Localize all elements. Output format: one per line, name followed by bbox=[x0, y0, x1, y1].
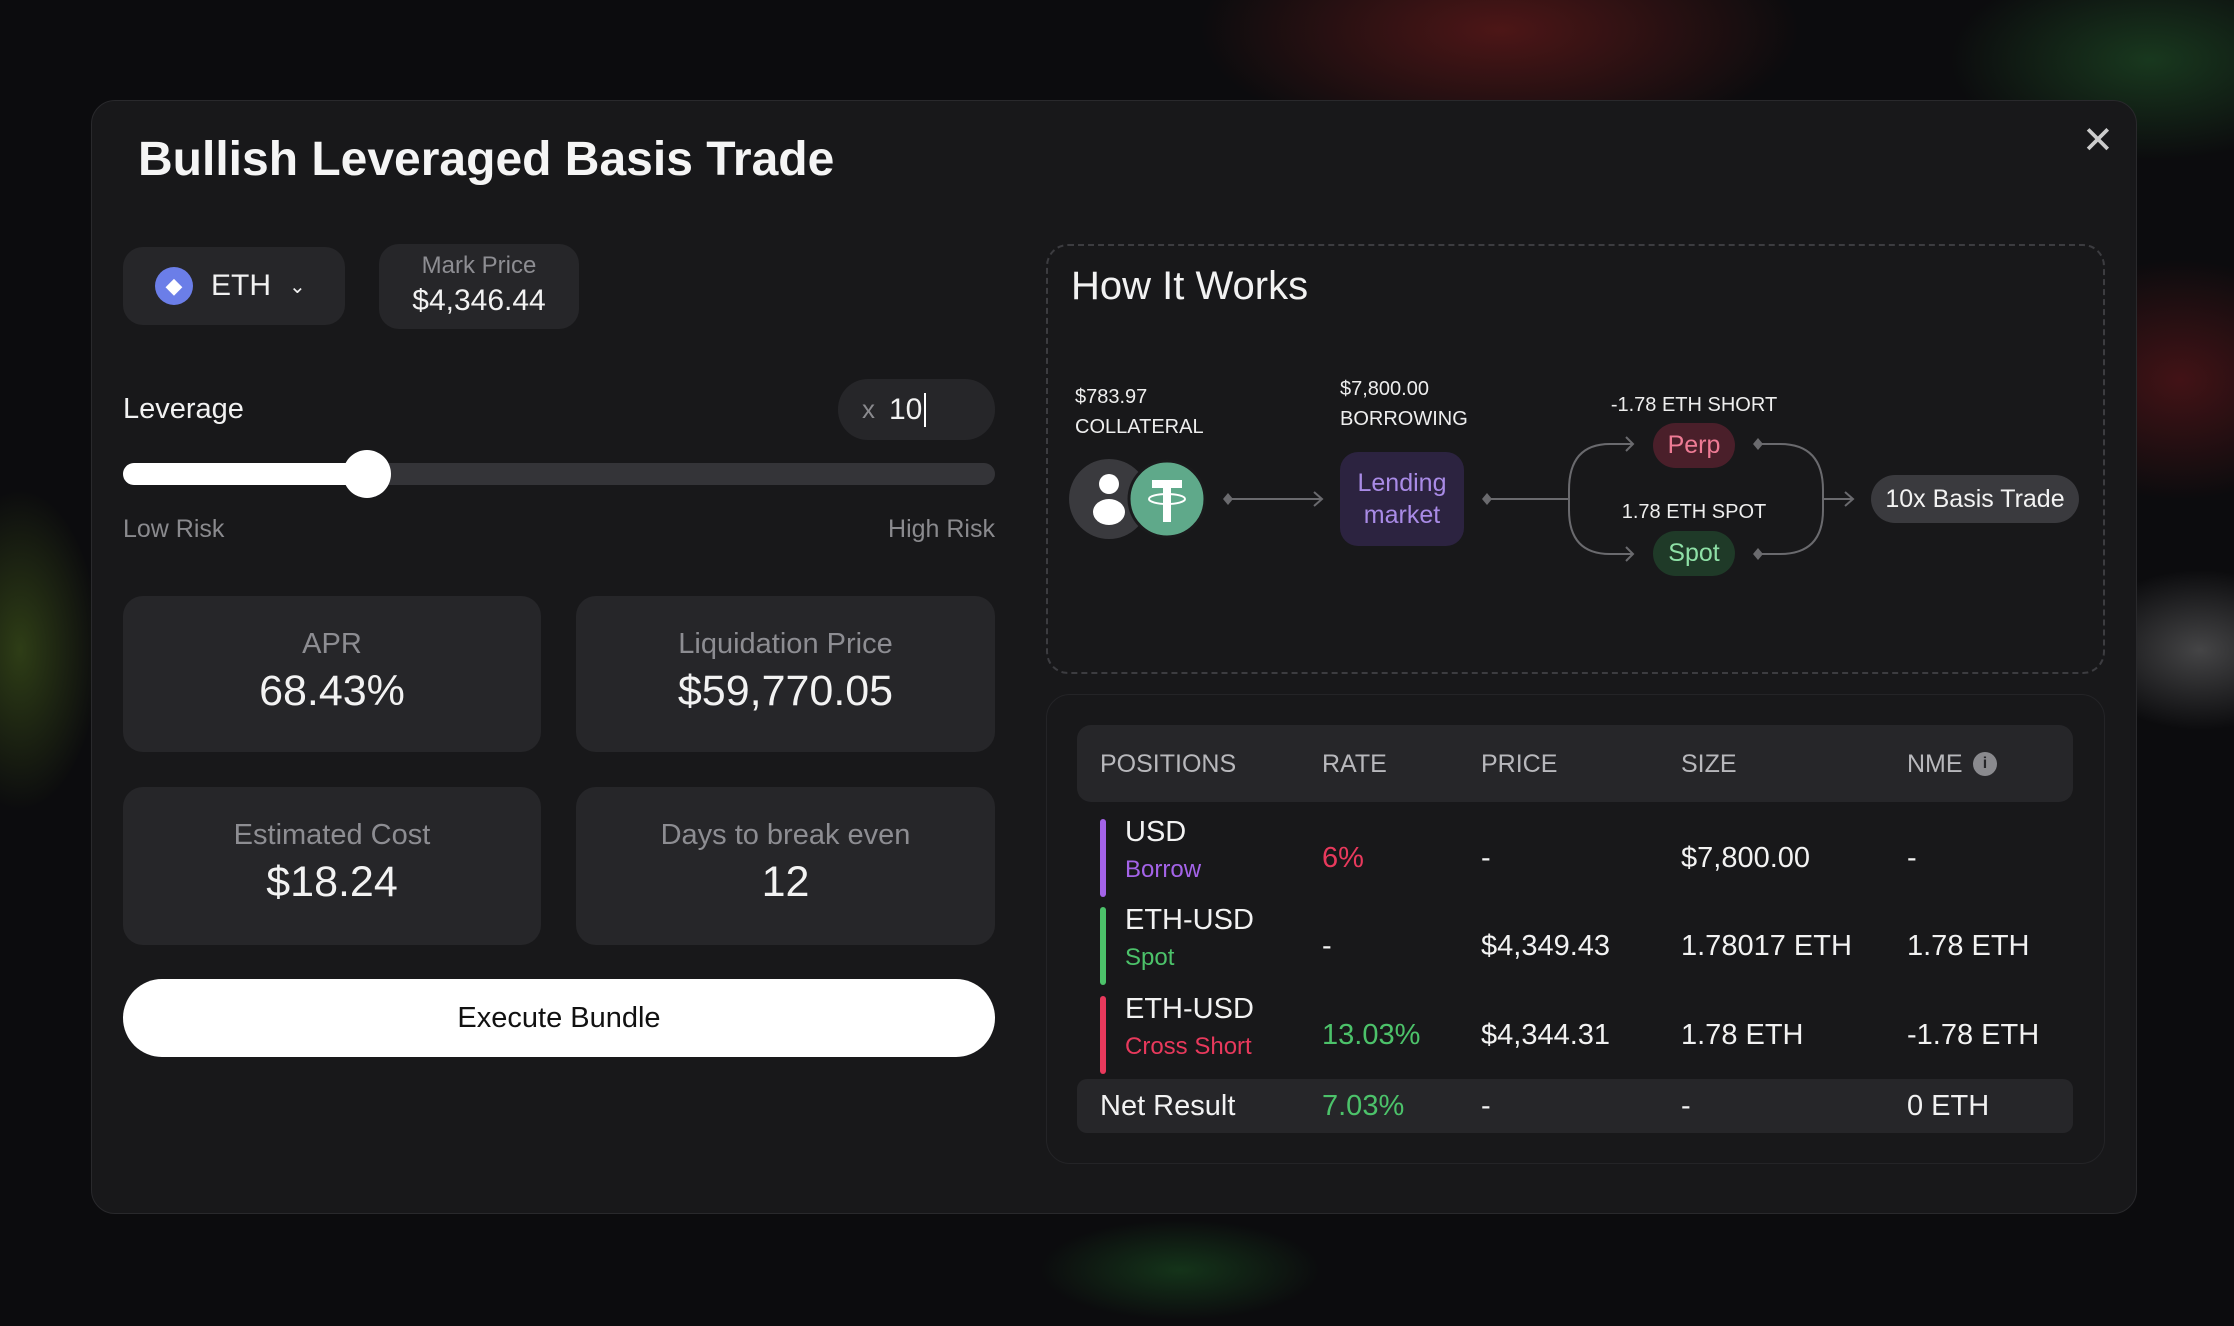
position-nme: - bbox=[1907, 842, 1917, 874]
asset-selector[interactable]: ◆ ETH ⌄ bbox=[123, 247, 345, 325]
net-label: Net Result bbox=[1100, 1090, 1236, 1122]
position-asset: USD bbox=[1125, 816, 1187, 848]
chevron-down-icon: ⌄ bbox=[289, 275, 306, 298]
stat-label: APR bbox=[302, 628, 362, 660]
position-rate: 6% bbox=[1322, 842, 1364, 874]
high-risk-label: High Risk bbox=[888, 515, 995, 543]
table-header bbox=[1077, 725, 2073, 802]
leverage-input[interactable]: x 10 bbox=[838, 379, 995, 440]
net-size: - bbox=[1681, 1090, 1691, 1122]
lending-market-node: Lending market bbox=[1340, 452, 1464, 546]
stat-value: 68.43% bbox=[259, 667, 405, 715]
position-type: Spot bbox=[1125, 944, 1175, 971]
collateral-amount: $783.97 bbox=[1075, 386, 1148, 408]
stat-label: Days to break even bbox=[660, 819, 911, 851]
position-color-bar bbox=[1100, 907, 1106, 985]
short-label: -1.78 ETH SHORT bbox=[1610, 394, 1778, 416]
info-icon[interactable]: i bbox=[1973, 752, 1997, 776]
position-rate: 13.03% bbox=[1322, 1019, 1421, 1051]
net-price: - bbox=[1481, 1090, 1491, 1122]
result-node: 10x Basis Trade bbox=[1871, 475, 2079, 523]
spot-node: Spot bbox=[1653, 531, 1735, 576]
break-even-card: Days to break even 12 bbox=[576, 787, 995, 945]
position-nme: -1.78 ETH bbox=[1907, 1019, 2040, 1051]
lending-line: Lending bbox=[1357, 469, 1447, 497]
position-color-bar bbox=[1100, 996, 1106, 1074]
borrow-label: BORROWING bbox=[1340, 408, 1468, 430]
stat-label: Liquidation Price bbox=[678, 628, 893, 660]
position-type: Borrow bbox=[1125, 856, 1202, 883]
borrow-amount: $7,800.00 bbox=[1340, 378, 1429, 400]
stat-value: $18.24 bbox=[266, 858, 398, 906]
position-type: Cross Short bbox=[1125, 1033, 1252, 1060]
position-asset: ETH-USD bbox=[1125, 904, 1254, 936]
position-nme: 1.78 ETH bbox=[1907, 930, 2030, 962]
slider-thumb[interactable] bbox=[343, 450, 392, 498]
stat-value: 12 bbox=[761, 858, 810, 906]
net-rate: 7.03% bbox=[1322, 1090, 1405, 1122]
stat-value: $59,770.05 bbox=[677, 667, 894, 715]
modal-title: Bullish Leveraged Basis Trade bbox=[138, 133, 835, 186]
col-positions: POSITIONS bbox=[1100, 750, 1237, 778]
liquidation-price-card: Liquidation Price $59,770.05 bbox=[576, 596, 995, 752]
col-nme: NME bbox=[1907, 750, 1963, 778]
asset-symbol: ETH bbox=[211, 269, 271, 302]
leverage-value: 10 bbox=[889, 392, 927, 427]
position-price: $4,344.31 bbox=[1481, 1019, 1611, 1051]
slider-fill bbox=[123, 463, 368, 485]
leverage-slider[interactable] bbox=[123, 463, 995, 485]
mark-price-label: Mark Price bbox=[421, 252, 537, 279]
low-risk-label: Low Risk bbox=[123, 515, 225, 543]
ethereum-icon: ◆ bbox=[155, 267, 193, 305]
position-size: $7,800.00 bbox=[1681, 842, 1811, 874]
mark-price: Mark Price $4,346.44 bbox=[379, 244, 579, 329]
positions-panel bbox=[1046, 694, 2105, 1164]
how-it-works-title: How It Works bbox=[1071, 264, 1309, 308]
spot-label: 1.78 ETH SPOT bbox=[1621, 501, 1767, 523]
flow-connectors bbox=[1228, 436, 1855, 562]
position-size: 1.78 ETH bbox=[1681, 1019, 1804, 1051]
col-rate: RATE bbox=[1322, 750, 1387, 778]
collateral-label: COLLATERAL bbox=[1075, 416, 1204, 438]
net-result-row bbox=[1077, 1079, 2073, 1133]
close-icon[interactable]: ✕ bbox=[2082, 120, 2114, 162]
position-asset: ETH-USD bbox=[1125, 993, 1254, 1025]
leverage-label: Leverage bbox=[123, 393, 244, 425]
how-it-works-panel bbox=[1046, 244, 2105, 674]
mark-price-value: $4,346.44 bbox=[412, 284, 546, 317]
apr-card: APR 68.43% bbox=[123, 596, 541, 752]
col-price: PRICE bbox=[1481, 750, 1558, 778]
net-nme: 0 ETH bbox=[1907, 1090, 1990, 1122]
position-color-bar bbox=[1100, 819, 1106, 897]
position-size: 1.78017 ETH bbox=[1681, 930, 1852, 962]
col-size: SIZE bbox=[1681, 750, 1737, 778]
leverage-prefix: x bbox=[862, 394, 875, 424]
position-price: - bbox=[1481, 842, 1491, 874]
stat-label: Estimated Cost bbox=[233, 819, 431, 851]
lending-line: market bbox=[1363, 501, 1441, 529]
perp-node: Perp bbox=[1653, 423, 1735, 468]
execute-bundle-button[interactable]: Execute Bundle bbox=[123, 979, 995, 1057]
position-price: $4,349.43 bbox=[1481, 930, 1611, 962]
estimated-cost-card: Estimated Cost $18.24 bbox=[123, 787, 541, 945]
position-rate: - bbox=[1322, 930, 1332, 962]
